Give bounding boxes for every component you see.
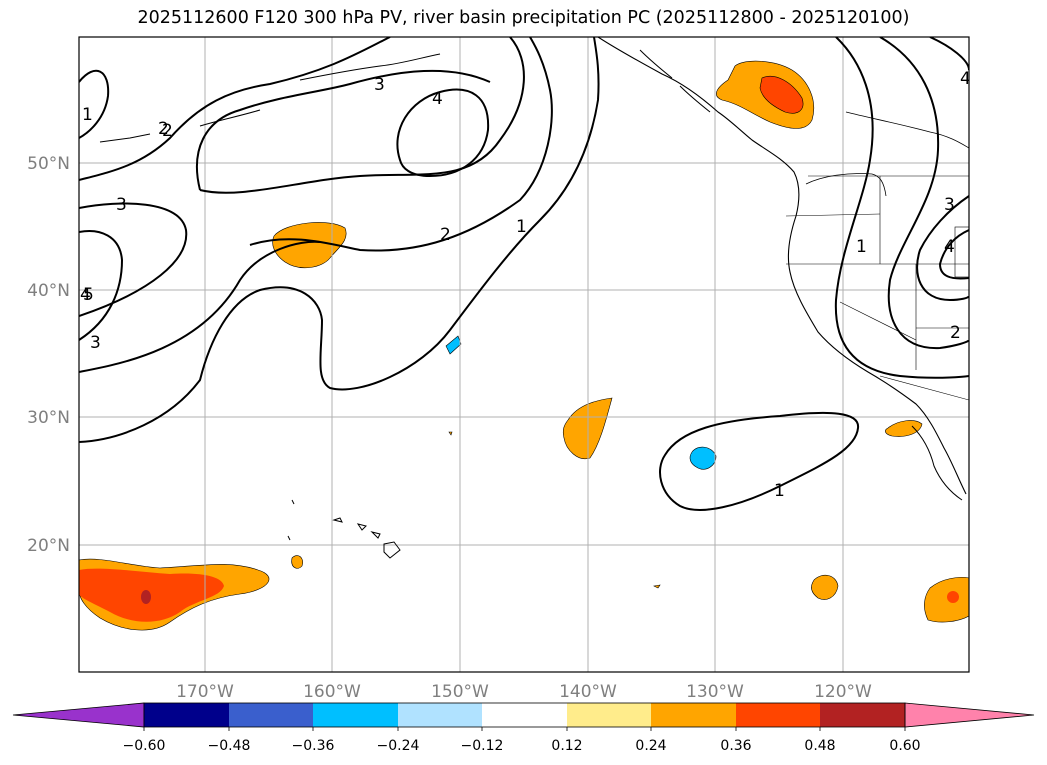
precip-blob-tiny-2 <box>653 584 661 589</box>
colorbar-bin <box>229 703 313 727</box>
precip-blob-west-peak <box>141 590 151 604</box>
colorbar-bin <box>567 703 651 727</box>
pv-contour-2-main <box>79 202 188 317</box>
colorbar-bin <box>820 703 905 727</box>
contour-label: 4 <box>960 69 971 89</box>
lon-label: 170°W <box>176 682 234 702</box>
colorbar-tick-label: −0.24 <box>377 738 420 754</box>
pv-contour-1-east <box>834 37 969 379</box>
lon-label: 140°W <box>559 682 617 702</box>
contour-label: 2 <box>158 119 169 139</box>
colorbar-tick-label: −0.48 <box>208 738 251 754</box>
precip-blob-baja <box>885 420 923 437</box>
pv-contours <box>79 37 969 511</box>
pv-contour-1-main <box>79 37 600 443</box>
map-title: 2025112600 F120 300 hPa PV, river basin … <box>137 8 910 28</box>
pv-contour-2-east <box>879 37 969 350</box>
precip-blob-tiny-3 <box>448 431 453 436</box>
contour-label: 1 <box>856 237 867 257</box>
colorbar: −0.60 −0.48 −0.36 −0.24 −0.12 0.12 0.24 … <box>12 702 1035 754</box>
colorbar-tick-label: 0.48 <box>804 738 835 754</box>
longitude-labels: 170°W 160°W 150°W 140°W 130°W 120°W <box>176 682 872 702</box>
precip-blob-negative-2 <box>445 335 462 355</box>
pv-contour-3-west <box>79 230 124 341</box>
pv-contour-3-north <box>195 69 491 191</box>
lat-label: 30°N <box>27 408 70 428</box>
contour-label: 4 <box>80 285 91 305</box>
colorbar-extend-low <box>12 702 145 728</box>
precip-blob-tiny-1 <box>291 555 303 569</box>
colorbar-bin <box>736 703 820 727</box>
pv-contour-1-sub <box>659 411 860 511</box>
contour-label: 1 <box>516 217 527 237</box>
lon-label: 130°W <box>686 682 744 702</box>
precip-blob-midpacific <box>272 222 347 269</box>
colorbar-bin <box>482 703 567 727</box>
map-frame <box>78 36 970 673</box>
colorbar-bin <box>313 703 398 727</box>
precip-blob-eastpacific <box>811 574 839 600</box>
precip-blob-west-core <box>79 568 224 622</box>
colorbar-tick-label: −0.60 <box>123 738 166 754</box>
precip-blob-bc-core <box>759 76 804 114</box>
contour-label: 4 <box>944 237 955 257</box>
lat-label: 20°N <box>27 536 70 556</box>
lat-label: 40°N <box>27 281 70 301</box>
lon-label: 120°W <box>814 682 872 702</box>
contour-label: 3 <box>90 333 101 353</box>
colorbar-tick-label: 0.24 <box>635 738 666 754</box>
precip-blob-southeast-core <box>947 591 959 603</box>
colorbar-bin <box>651 703 736 727</box>
contour-label: 3 <box>116 195 127 215</box>
colorbar-tick-label: 0.36 <box>720 738 751 754</box>
precipitation-shading <box>79 60 969 631</box>
pv-contour-1-west <box>79 69 110 139</box>
pv-contour-labels: 1 2 3 4 3 2 1 3 4 5 2 3 4 1 4 1 2 <box>80 69 971 501</box>
contour-label: 2 <box>162 121 173 141</box>
colorbar-bin <box>398 703 482 727</box>
lon-label: 150°W <box>431 682 489 702</box>
pv-contour-2-north <box>79 37 391 181</box>
colorbar-bin <box>144 703 229 727</box>
colorbar-extend-high <box>904 702 1035 728</box>
colorbar-tick-label: 0.12 <box>551 738 582 754</box>
contour-label: 2 <box>950 323 961 343</box>
pv-contour-2-band <box>249 37 553 252</box>
contour-label: 5 <box>83 285 94 305</box>
contour-label: 3 <box>374 75 385 95</box>
colorbar-tick-label: −0.12 <box>461 738 504 754</box>
precip-blob-southeast <box>924 577 969 623</box>
pv-contour-4-west <box>79 240 321 373</box>
contour-label: 1 <box>774 481 785 501</box>
coastlines <box>99 37 969 501</box>
latitude-labels: 50°N 40°N 30°N 20°N <box>27 154 70 556</box>
contour-label: 1 <box>82 105 93 125</box>
state-borders <box>785 175 969 401</box>
hawaii-islands <box>287 499 401 559</box>
pv-contour-3-loop <box>199 37 525 194</box>
precip-blob-negative-1 <box>689 446 717 470</box>
pv-contour-4-east <box>938 229 969 280</box>
contour-label: 3 <box>944 195 955 215</box>
contour-label: 2 <box>440 225 451 245</box>
colorbar-tick-label: −0.36 <box>292 738 335 754</box>
lat-label: 50°N <box>27 154 70 174</box>
colorbar-tick-label: 0.60 <box>889 738 920 754</box>
lon-label: 160°W <box>303 682 361 702</box>
contour-label: 4 <box>432 89 443 109</box>
